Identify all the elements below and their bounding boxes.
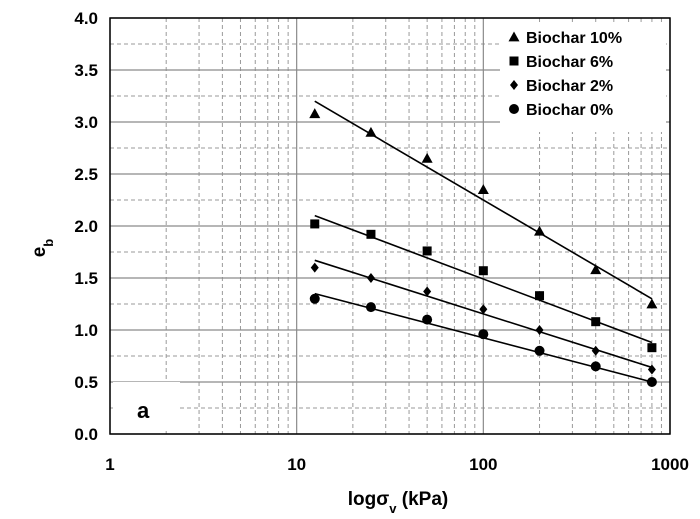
legend-marker-biochar-0 <box>509 104 519 114</box>
y-tick-label: 1.0 <box>74 321 98 340</box>
y-tick-label: 3.5 <box>74 61 98 80</box>
x-axis-label-sub: v <box>389 501 397 516</box>
plot-frame <box>109 17 671 435</box>
data-point-biochar-0 <box>478 329 489 340</box>
data-point-biochar-0 <box>534 345 545 356</box>
y-tick-label: 1.5 <box>74 269 98 288</box>
data-point-biochar-6 <box>478 266 488 276</box>
x-tick-label: 10 <box>287 455 306 474</box>
data-point-biochar-0 <box>646 377 657 387</box>
data-point-biochar-2 <box>366 273 375 283</box>
data-point-biochar-0 <box>422 314 433 325</box>
legend-label-biochar-0: Biochar 0% <box>526 102 613 119</box>
legend-box <box>500 22 666 132</box>
y-axis-label: eb <box>29 239 56 258</box>
legend-marker-biochar-10 <box>508 31 520 42</box>
x-tick-label: 100 <box>469 455 497 474</box>
data-point-biochar-10 <box>646 298 658 309</box>
data-point-biochar-0 <box>590 361 601 372</box>
data-point-biochar-10 <box>309 108 321 119</box>
panel-label-box: a <box>113 382 180 430</box>
data-point-biochar-2 <box>479 304 488 315</box>
legend-label-biochar-2: Biochar 2% <box>526 78 613 95</box>
y-axis-label-main: e <box>29 247 50 258</box>
y-axis-label-sub: b <box>41 239 56 247</box>
data-point-biochar-10 <box>590 264 602 275</box>
data-point-biochar-2 <box>647 364 656 375</box>
data-point-biochar-10 <box>534 225 546 236</box>
data-point-biochar-6 <box>591 317 601 327</box>
y-tick-label: 0.5 <box>74 373 98 392</box>
y-tick-label: 3.0 <box>74 113 98 132</box>
legend-marker-biochar-6 <box>509 56 519 66</box>
x-tick-label: 1 <box>105 455 114 474</box>
data-point-biochar-6 <box>422 246 432 256</box>
y-tick-label: 2.0 <box>74 217 98 236</box>
x-axis-label-main: logσ <box>348 489 390 510</box>
legend-label-biochar-6: Biochar 6% <box>526 54 613 71</box>
y-tick-label: 0.0 <box>74 425 98 444</box>
data-markers <box>309 108 658 387</box>
y-tick-label: 2.5 <box>74 165 98 184</box>
data-point-biochar-0 <box>309 293 320 304</box>
x-tick-label: 1000 <box>651 455 689 474</box>
legend: Biochar 10% Biochar 6% Biochar 2% Biochar 0… <box>500 22 666 132</box>
data-point-biochar-0 <box>365 302 376 313</box>
data-point-biochar-2 <box>423 286 432 297</box>
legend-label-biochar-10: Biochar 10% <box>526 30 622 47</box>
data-point-biochar-2 <box>535 325 544 335</box>
data-point-biochar-2 <box>591 345 600 356</box>
data-point-biochar-6 <box>366 229 376 239</box>
tick-labels: 0.0 0.5 1.0 1.5 2.0 2.5 3.0 3.5 4.0 1 10 100 1000 <box>74 9 689 474</box>
data-point-biochar-6 <box>310 219 320 229</box>
panel-label: a <box>137 398 150 423</box>
x-axis-label: logσv (kPa) <box>348 489 448 516</box>
data-point-biochar-10 <box>421 152 433 163</box>
data-point-biochar-6 <box>647 343 657 353</box>
data-point-biochar-10 <box>365 126 377 137</box>
data-point-biochar-2 <box>310 262 319 273</box>
data-point-biochar-10 <box>477 184 489 194</box>
legend-marker-biochar-2 <box>510 80 518 90</box>
panel-label-background <box>113 382 180 430</box>
x-axis-label-unit: (kPa) <box>396 489 448 510</box>
data-point-biochar-6 <box>535 291 545 301</box>
y-tick-label: 4.0 <box>74 9 98 28</box>
